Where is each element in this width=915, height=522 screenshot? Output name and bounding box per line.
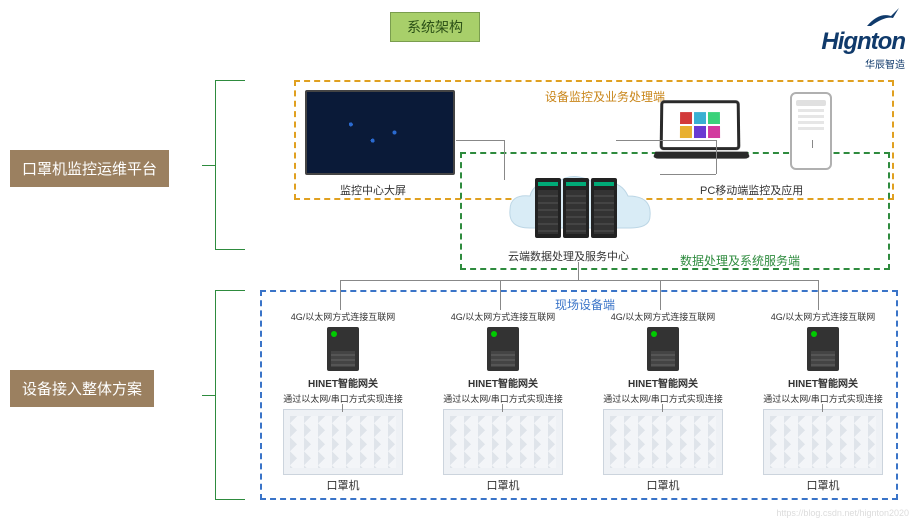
line bbox=[716, 140, 717, 174]
machine-label: 口罩机 bbox=[748, 477, 898, 493]
region-processing-label: 数据处理及系统服务端 bbox=[680, 252, 800, 269]
gateway-label: HINET智能网关 bbox=[588, 375, 738, 390]
gateway-label: HINET智能网关 bbox=[268, 375, 418, 390]
machine-label: 口罩机 bbox=[268, 477, 418, 493]
line bbox=[818, 280, 819, 310]
bracket-bottom bbox=[215, 290, 245, 500]
machine-label: 口罩机 bbox=[588, 477, 738, 493]
gateway-label: HINET智能网关 bbox=[748, 375, 898, 390]
laptop-tile bbox=[708, 112, 720, 124]
line bbox=[342, 404, 343, 412]
conn-top-label: 4G/以太网方式连接互联网 bbox=[428, 310, 578, 323]
line bbox=[616, 140, 716, 141]
field-unit: 4G/以太网方式连接互联网 HINET智能网关通过以太网/串口方式实现连接口罩机 bbox=[268, 310, 418, 493]
logo-sub: 华辰智造 bbox=[821, 56, 905, 71]
conn-top-label: 4G/以太网方式连接互联网 bbox=[748, 310, 898, 323]
laptop-tile bbox=[708, 126, 720, 138]
bracket-top bbox=[215, 80, 245, 250]
gateway-icon bbox=[807, 327, 839, 371]
conn-bot-label: 通过以太网/串口方式实现连接 bbox=[268, 392, 418, 405]
conn-bot-label: 通过以太网/串口方式实现连接 bbox=[588, 392, 738, 405]
line bbox=[502, 404, 503, 412]
gateway-icon bbox=[487, 327, 519, 371]
line bbox=[822, 404, 823, 412]
line bbox=[660, 280, 661, 310]
line bbox=[660, 174, 716, 175]
line bbox=[340, 280, 341, 310]
field-unit: 4G/以太网方式连接互联网 HINET智能网关通过以太网/串口方式实现连接口罩机 bbox=[588, 310, 738, 493]
monitor-label: 监控中心大屏 bbox=[340, 182, 406, 198]
side-label-platform: 口罩机监控运维平台 bbox=[10, 150, 169, 187]
machine-label: 口罩机 bbox=[428, 477, 578, 493]
line bbox=[578, 262, 579, 280]
logo: Hignton 华辰智造 bbox=[821, 6, 905, 71]
line bbox=[340, 280, 818, 281]
laptop-tile bbox=[680, 126, 692, 138]
gateway-icon bbox=[647, 327, 679, 371]
field-unit: 4G/以太网方式连接互联网 HINET智能网关通过以太网/串口方式实现连接口罩机 bbox=[748, 310, 898, 493]
servers-icon bbox=[535, 178, 617, 238]
field-unit: 4G/以太网方式连接互联网 HINET智能网关通过以太网/串口方式实现连接口罩机 bbox=[428, 310, 578, 493]
machine-icon bbox=[283, 409, 403, 475]
laptop-tile bbox=[694, 126, 706, 138]
watermark: https://blog.csdn.net/hignton2020 bbox=[776, 508, 909, 518]
monitor-screen-icon bbox=[305, 90, 455, 175]
logo-text: Hignton bbox=[821, 28, 905, 56]
bracket-nub-bottom bbox=[202, 395, 216, 396]
gateway-label: HINET智能网关 bbox=[428, 375, 578, 390]
line bbox=[456, 140, 504, 141]
cloud-label: 云端数据处理及服务中心 bbox=[508, 248, 629, 264]
conn-top-label: 4G/以太网方式连接互联网 bbox=[268, 310, 418, 323]
machine-icon bbox=[443, 409, 563, 475]
gateway-icon bbox=[327, 327, 359, 371]
laptop-icon bbox=[660, 100, 770, 170]
line bbox=[812, 140, 813, 148]
conn-bot-label: 通过以太网/串口方式实现连接 bbox=[748, 392, 898, 405]
conn-top-label: 4G/以太网方式连接互联网 bbox=[588, 310, 738, 323]
line bbox=[662, 404, 663, 412]
conn-bot-label: 通过以太网/串口方式实现连接 bbox=[428, 392, 578, 405]
region-monitoring-label: 设备监控及业务处理端 bbox=[545, 88, 665, 105]
laptop-tile bbox=[680, 112, 692, 124]
machine-icon bbox=[603, 409, 723, 475]
side-label-integration: 设备接入整体方案 bbox=[10, 370, 154, 407]
title-badge: 系统架构 bbox=[390, 12, 480, 42]
line bbox=[500, 280, 501, 310]
laptop-tile bbox=[694, 112, 706, 124]
phone-icon bbox=[790, 92, 832, 170]
pc-phone-label: PC移动端监控及应用 bbox=[700, 182, 803, 198]
line bbox=[504, 140, 505, 180]
bracket-nub-top bbox=[202, 165, 216, 166]
machine-icon bbox=[763, 409, 883, 475]
